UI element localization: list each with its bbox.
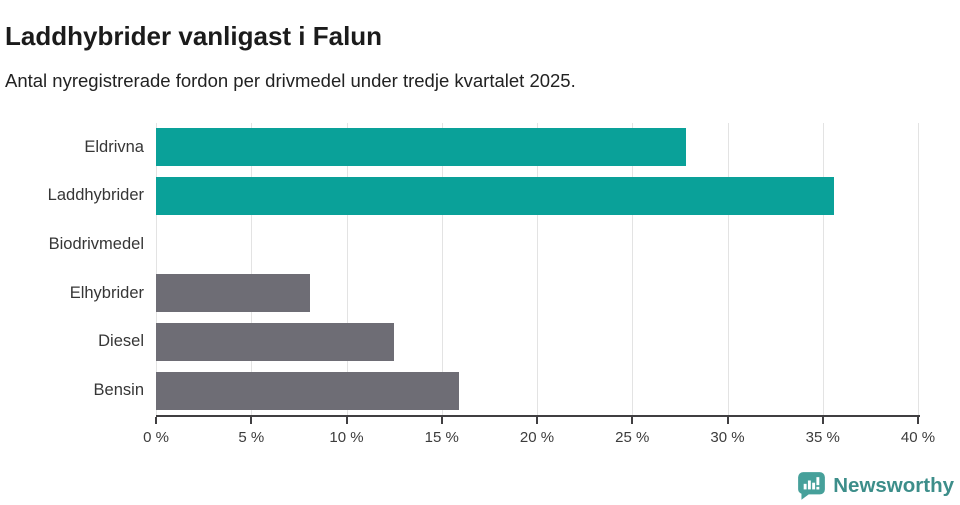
axis-tick xyxy=(917,417,919,424)
category-label-eldrivna: Eldrivna xyxy=(84,137,144,156)
gridline xyxy=(251,123,253,415)
axis-tick-label: 10 % xyxy=(329,429,364,446)
axis-tick-label: 20 % xyxy=(519,429,555,446)
axis-tick-label: 0 % xyxy=(143,429,169,446)
axis-tick-label: 5 % xyxy=(238,429,265,446)
gridline xyxy=(632,123,634,415)
logo-bars xyxy=(803,477,820,490)
axis-tick-label: 25 % xyxy=(615,429,650,446)
bar-bensin xyxy=(156,371,459,410)
brand-name: Newsworthy xyxy=(833,473,954,497)
bar-laddhybrider xyxy=(156,177,835,215)
gridline xyxy=(441,123,443,415)
gridline xyxy=(822,123,824,415)
axis-tick-label: 30 % xyxy=(710,429,745,446)
axis-tick-label: 15 % xyxy=(424,429,459,446)
axis-tick-label: 35 % xyxy=(805,429,840,446)
chart-subtitle: Antal nyregistrerade fordon per drivmede… xyxy=(5,70,576,91)
axis-tick xyxy=(726,417,729,424)
brand-footer: Newsworthy xyxy=(797,471,954,500)
category-label-biodrivmedel: Biodrivmedel xyxy=(48,235,144,254)
axis-tick xyxy=(440,417,443,424)
plot-area xyxy=(156,123,919,415)
category-axis: Eldrivna Laddhybrider Biodrivmedel Elhybrid… xyxy=(0,123,144,415)
axis-tick xyxy=(631,417,634,424)
gridline xyxy=(727,123,729,415)
chart-title: Laddhybrider vanligast i Falun xyxy=(5,21,383,52)
gridline xyxy=(918,123,919,415)
axis-tick xyxy=(345,417,348,424)
category-label-laddhybrider: Laddhybrider xyxy=(47,186,144,205)
gridline xyxy=(156,123,157,415)
bar-diesel xyxy=(156,323,395,361)
axis-tick xyxy=(536,417,538,424)
axis-tick xyxy=(250,417,253,424)
category-label-diesel: Diesel xyxy=(98,332,144,351)
gridline xyxy=(346,123,348,415)
bar-eldrivna xyxy=(156,128,686,167)
bar-elhybrider xyxy=(156,274,311,313)
axis-tick xyxy=(821,417,824,424)
x-axis: 0 % 5 % 10 % 15 % 20 % 25 % 30 % 35 % 40 % xyxy=(143,415,935,446)
newsworthy-logo-icon xyxy=(798,472,826,500)
gridline xyxy=(537,123,538,415)
category-label-bensin: Bensin xyxy=(93,381,144,400)
axis-tick-label: 40 % xyxy=(900,429,936,446)
axis-tick xyxy=(155,417,157,424)
category-label-elhybrider: Elhybrider xyxy=(69,283,144,302)
